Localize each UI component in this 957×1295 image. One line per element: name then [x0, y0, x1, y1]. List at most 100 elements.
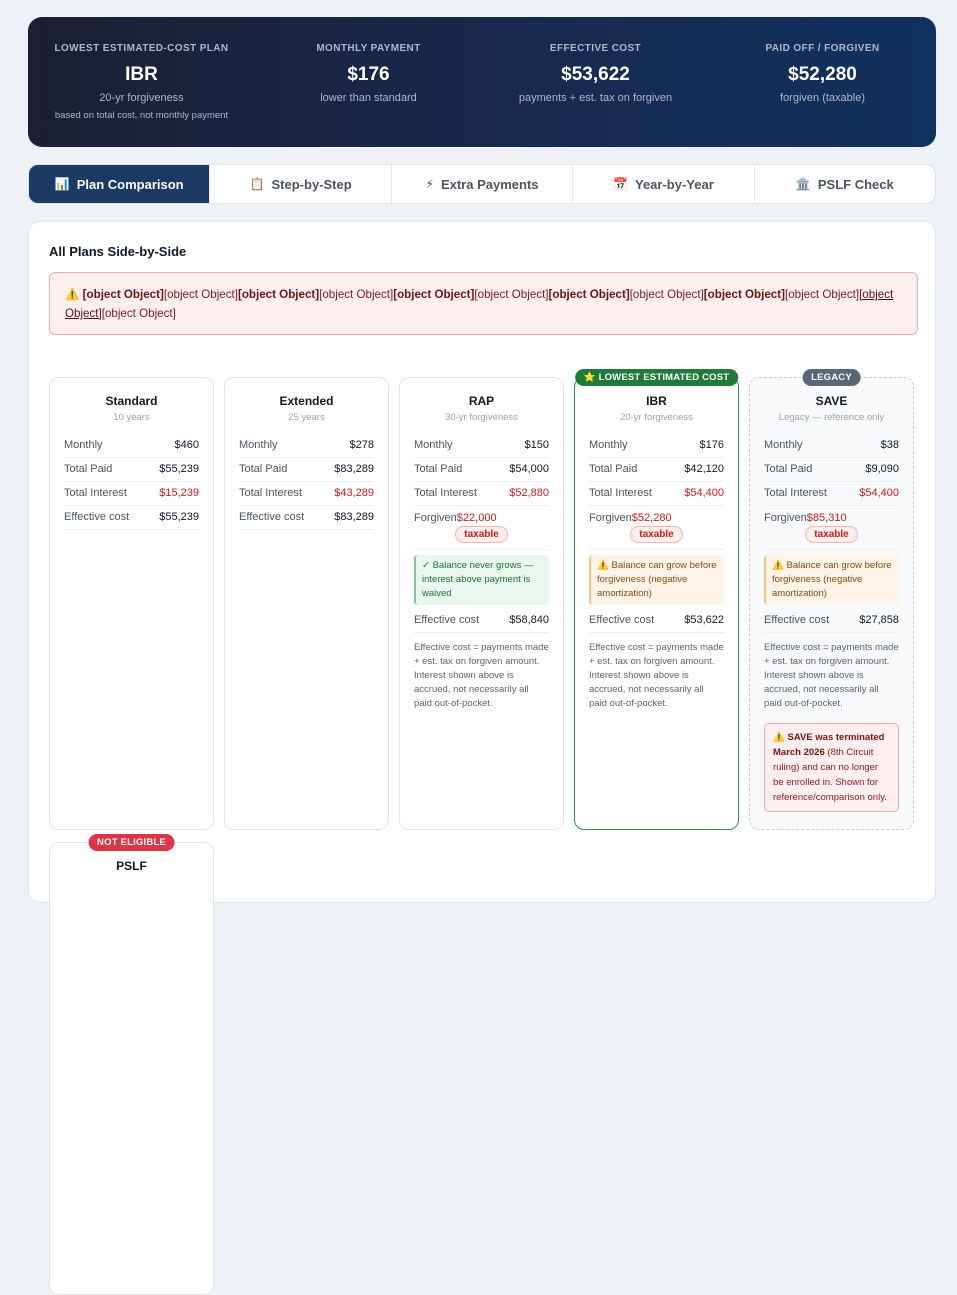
- tab-label: Year-by-Year: [635, 176, 714, 192]
- metric-label: Monthly: [764, 439, 803, 451]
- metric-row: Total Interest $52,880: [414, 482, 549, 506]
- metric-value: $278: [349, 439, 374, 451]
- effective-row: Effective cost $83,289: [239, 506, 374, 530]
- summary-item: EFFECTIVE COST $53,622 payments + est. tax…: [482, 17, 709, 147]
- plan-badge: NOT ELIGIBLE: [88, 834, 175, 851]
- plan-sub: 20-yr forgiveness: [620, 412, 693, 423]
- alert-text: [object Object]: [319, 288, 394, 301]
- alert-text: [object Object]: [548, 288, 630, 301]
- plan-footnote: Effective cost = payments made + est. ta…: [589, 642, 724, 709]
- metric-value: $58,840: [509, 614, 549, 626]
- metric-label: Effective cost: [589, 614, 655, 626]
- taxable-tag: taxable: [805, 526, 858, 543]
- plan-badge: ⭐ LOWEST ESTIMATED COST: [574, 369, 739, 386]
- metric-label: Effective cost: [239, 511, 305, 523]
- metric-value: $55,239: [159, 463, 199, 475]
- metric-label: Monthly: [64, 439, 103, 451]
- metric-value: $54,000: [509, 463, 549, 475]
- alert-text: [object Object]: [101, 307, 176, 320]
- metric-value: $42,120: [684, 463, 724, 475]
- metric-label: Total Interest: [414, 487, 477, 499]
- metric-value: $55,239: [159, 511, 199, 523]
- metric-value: $53,622: [684, 614, 724, 626]
- tab[interactable]: 📋 Step-by-Step: [209, 165, 390, 203]
- metric-label: Monthly: [414, 439, 453, 451]
- plan-card: NOT ELIGIBLE PSLF: [49, 834, 214, 1295]
- tab-bar: 📊 Plan Comparison 📋 Step-by-Step ⚡ Extra Paym…: [28, 164, 936, 204]
- summary-note: based on total cost, not monthly payment: [54, 110, 229, 121]
- tab[interactable]: 📅 Year-by-Year: [572, 165, 753, 203]
- forgiven-label: Forgiven: [414, 512, 457, 524]
- forgiven-value: $22,000: [456, 512, 497, 524]
- metric-row: Total Interest $15,239: [64, 482, 199, 506]
- plan-name: RAP: [468, 394, 495, 408]
- tab-label: Extra Payments: [440, 176, 539, 192]
- forgiven-row: Forgiven$85,310 taxable: [764, 506, 899, 550]
- tab-label: Plan Comparison: [76, 176, 184, 192]
- policy-alert: ⚠️ [object Object][object Object][object…: [49, 272, 918, 335]
- tab-icon: 📅: [613, 177, 628, 191]
- metric-value: $54,400: [684, 487, 724, 499]
- metric-label: Effective cost: [764, 614, 830, 626]
- metric-label: Monthly: [239, 439, 278, 451]
- alert-text: [object Object]: [82, 288, 164, 301]
- forgiven-row: Forgiven$22,000 taxable: [414, 506, 549, 550]
- metric-row: Total Interest $54,400: [589, 482, 724, 506]
- summary-banner: LOWEST ESTIMATED-COST PLAN IBR 20-yr forgi…: [28, 17, 936, 147]
- plan-badge: LEGACY: [802, 369, 861, 386]
- metric-row: Monthly $176: [589, 434, 724, 458]
- tab-icon: 🏛️: [795, 177, 811, 191]
- metric-value: $150: [524, 439, 549, 451]
- metric-value: $43,289: [334, 487, 374, 499]
- metric-label: Total Paid: [239, 463, 288, 475]
- plan-grid: Standard 10 years Monthly $460 Total Paid $55…: [49, 369, 914, 1295]
- main-panel: All Plans Side-by-Side ⚠️ [object Object…: [28, 221, 936, 1295]
- notice-text: Balance can grow before forgiveness (neg…: [772, 560, 892, 599]
- alert-text: [object Object]: [237, 288, 320, 301]
- alert-text[interactable]: [object Object]: [65, 288, 894, 320]
- metric-label: Total Paid: [64, 463, 113, 475]
- metric-row: Total Paid $55,239: [64, 458, 199, 482]
- summary-label: MONTHLY PAYMENT: [316, 43, 421, 54]
- plan-notice: ⚠️ Balance can grow before forgiveness (…: [589, 555, 724, 605]
- plan-warning: ⚠️ SAVE was terminated March 2026 (8th C…: [764, 723, 899, 812]
- summary-sub: forgiven (taxable): [780, 92, 865, 104]
- plan-sub: 30-yr forgiveness: [445, 412, 518, 423]
- tab[interactable]: 🏛️ PSLF Check: [753, 165, 935, 203]
- alert-text: [object Object]: [163, 288, 238, 301]
- metric-label: Total Interest: [64, 487, 127, 499]
- metric-label: Total Paid: [589, 463, 638, 475]
- metric-row: Monthly $38: [764, 434, 899, 458]
- metric-value: $15,239: [159, 487, 199, 499]
- tab[interactable]: 📊 Plan Comparison: [29, 165, 210, 203]
- metric-label: Monthly: [589, 439, 628, 451]
- plan-card: ⭐ LOWEST ESTIMATED COST IBR 20-yr forgiven…: [574, 369, 739, 830]
- notice-text: Balance can grow before forgiveness (neg…: [597, 560, 717, 599]
- plan-name: PSLF: [116, 859, 147, 873]
- metric-row: Total Paid $9,090: [764, 458, 899, 482]
- plan-notice: ✓ Balance never grows — interest above p…: [414, 555, 549, 605]
- metric-row: Monthly $150: [414, 434, 549, 458]
- plan-notice: ⚠️ Balance can grow before forgiveness (…: [764, 555, 899, 605]
- plan-name: SAVE: [815, 394, 848, 408]
- metric-value: $38: [880, 439, 899, 451]
- plan-card: RAP 30-yr forgiveness Monthly $150 Total Pai…: [399, 377, 564, 830]
- metric-value: $176: [699, 439, 724, 451]
- alert-icon: ⚠️: [65, 288, 80, 301]
- forgiven-label: Forgiven: [589, 512, 632, 524]
- plan-sub: 10 years: [113, 412, 150, 423]
- plan-sub: Legacy — reference only: [778, 412, 885, 423]
- metric-label: Total Interest: [764, 487, 827, 499]
- section-title: All Plans Side-by-Side: [49, 244, 187, 259]
- metric-label: Total Paid: [764, 463, 813, 475]
- metric-value: $83,289: [334, 511, 374, 523]
- tab[interactable]: ⚡ Extra Payments: [390, 165, 572, 203]
- taxable-tag: taxable: [455, 526, 508, 543]
- metric-row: Total Interest $54,400: [764, 482, 899, 506]
- forgiven-row: Forgiven$52,280 taxable: [589, 506, 724, 550]
- metric-value: $27,858: [859, 614, 899, 626]
- summary-sub: lower than standard: [320, 92, 417, 104]
- metric-label: Effective cost: [64, 511, 130, 523]
- summary-item: MONTHLY PAYMENT $176 lower than standard: [255, 17, 482, 147]
- badge-text: LOWEST ESTIMATED COST: [598, 372, 730, 383]
